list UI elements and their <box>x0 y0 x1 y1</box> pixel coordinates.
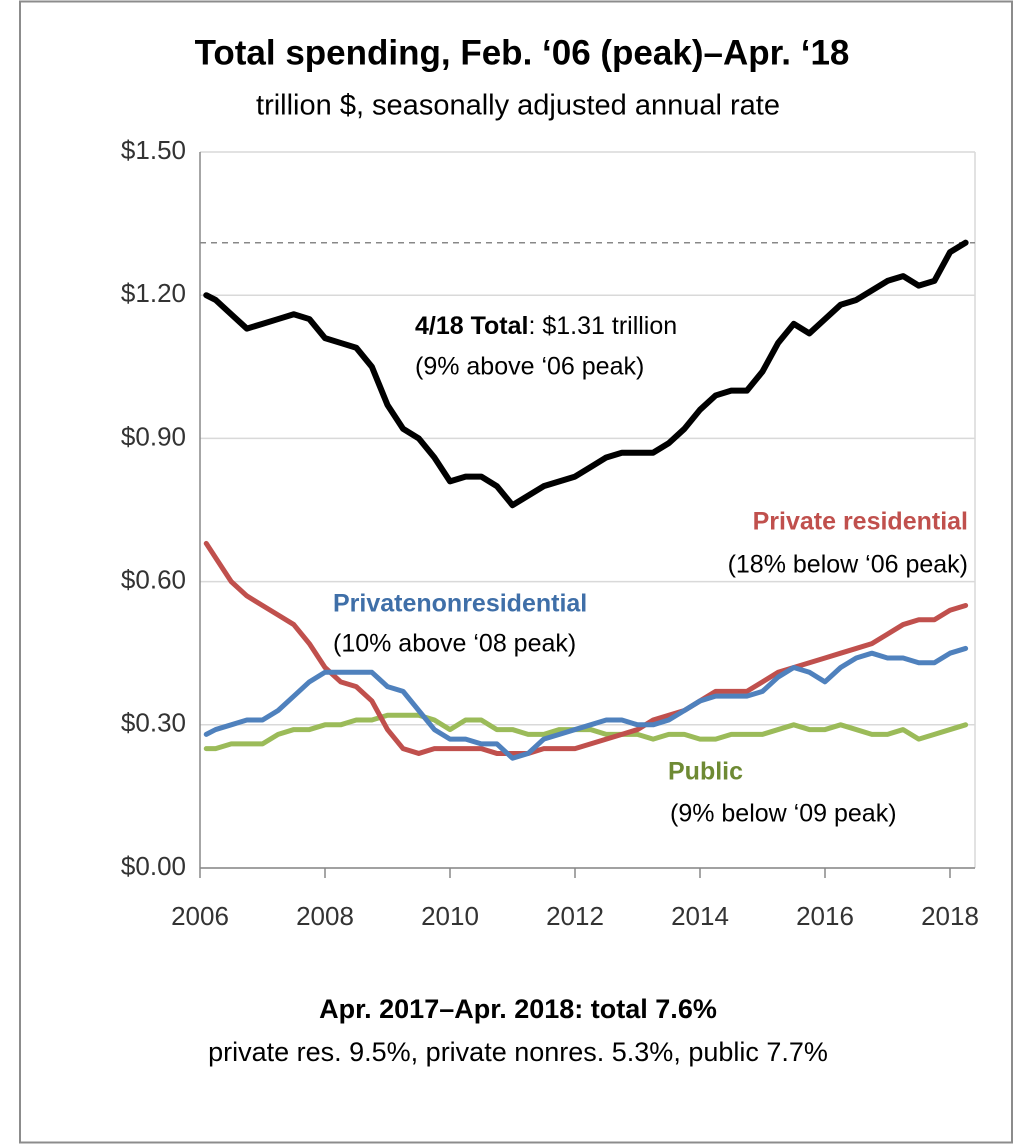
x-tick-label: 2012 <box>546 901 604 931</box>
y-tick-label: $0.90 <box>121 421 186 451</box>
y-tick-label: $0.30 <box>121 708 186 738</box>
series-line <box>203 239 969 509</box>
residential-note: (18% below ‘06 peak) <box>728 551 968 579</box>
series-line <box>203 645 969 761</box>
x-tick-label: 2008 <box>296 901 354 931</box>
total-value: : $1.31 trillion <box>528 312 677 340</box>
y-tick-label: $0.00 <box>121 851 186 881</box>
residential-label: Private residential <box>753 508 968 536</box>
nonresidential-label: Privatenonresidential <box>333 590 587 618</box>
x-tick-label: 2006 <box>171 901 229 931</box>
chart-subtitle: trillion $, seasonally adjusted annual r… <box>256 90 780 122</box>
total-label: 4/18 Total <box>415 312 528 340</box>
y-tick-label: $0.60 <box>121 564 186 594</box>
x-tick-label: 2018 <box>921 901 979 931</box>
plot: $0.00 $0.30 $0.60 $0.90 $1.20 $1.50 2006 2008 20… <box>121 135 979 931</box>
public-note: (9% below ‘09 peak) <box>670 800 897 828</box>
y-tick-label: $1.20 <box>121 278 186 308</box>
footer-detail: private res. 9.5%, private nonres. 5.3%,… <box>208 1037 828 1067</box>
chart-title: Total spending, Feb. ‘06 (peak)–Apr. ‘18 <box>195 33 850 72</box>
total-note: (9% above ‘06 peak) <box>415 353 644 381</box>
x-tick-label: 2010 <box>421 901 479 931</box>
nonresidential-note: (10% above ‘08 peak) <box>333 630 576 658</box>
x-tick-label: 2016 <box>796 901 854 931</box>
x-tick-label: 2014 <box>671 901 729 931</box>
y-tick-label: $1.50 <box>121 135 186 165</box>
total-annotation: 4/18 Total: $1.31 trillion <box>415 312 677 340</box>
frame <box>19 0 1013 1144</box>
footer-headline: Apr. 2017–Apr. 2018: total 7.6% <box>319 994 717 1024</box>
public-label: Public <box>668 758 743 786</box>
